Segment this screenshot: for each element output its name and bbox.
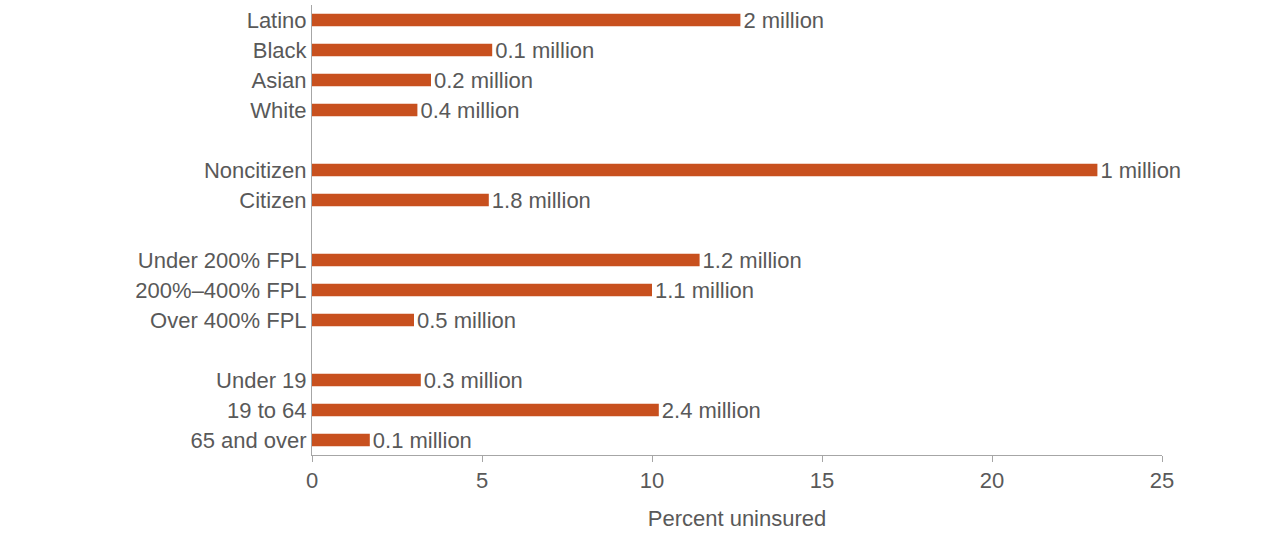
svg-text:2 million: 2 million	[743, 8, 824, 33]
svg-text:25: 25	[1150, 468, 1174, 493]
svg-text:65 and over: 65 and over	[190, 428, 306, 453]
svg-text:Black: Black	[253, 38, 308, 63]
svg-text:5: 5	[476, 468, 488, 493]
svg-text:Citizen: Citizen	[239, 188, 306, 213]
svg-text:0.4 million: 0.4 million	[420, 98, 519, 123]
svg-text:15: 15	[810, 468, 834, 493]
svg-text:Under 19: Under 19	[216, 368, 307, 393]
svg-text:Latino: Latino	[247, 8, 307, 33]
svg-text:19 to 64: 19 to 64	[227, 398, 307, 423]
svg-text:0.5 million: 0.5 million	[417, 308, 516, 333]
svg-text:White: White	[250, 98, 306, 123]
svg-text:200%–400% FPL: 200%–400% FPL	[135, 278, 306, 303]
svg-text:Noncitizen: Noncitizen	[204, 158, 307, 183]
svg-text:1.2 million: 1.2 million	[703, 248, 802, 273]
svg-text:0: 0	[306, 468, 318, 493]
svg-text:10: 10	[640, 468, 664, 493]
svg-text:1.8 million: 1.8 million	[492, 188, 591, 213]
svg-text:Over 400% FPL: Over 400% FPL	[150, 308, 307, 333]
svg-text:0.2 million: 0.2 million	[434, 68, 533, 93]
svg-text:Under 200% FPL: Under 200% FPL	[138, 248, 307, 273]
svg-text:1 million: 1 million	[1100, 158, 1181, 183]
svg-text:Asian: Asian	[252, 68, 307, 93]
svg-text:0.1 million: 0.1 million	[495, 38, 594, 63]
svg-text:20: 20	[980, 468, 1004, 493]
svg-text:2.4 million: 2.4 million	[662, 398, 761, 423]
svg-text:0.3 million: 0.3 million	[424, 368, 523, 393]
svg-text:Percent uninsured: Percent uninsured	[648, 506, 827, 531]
svg-text:1.1 million: 1.1 million	[655, 278, 754, 303]
svg-text:0.1 million: 0.1 million	[373, 428, 472, 453]
